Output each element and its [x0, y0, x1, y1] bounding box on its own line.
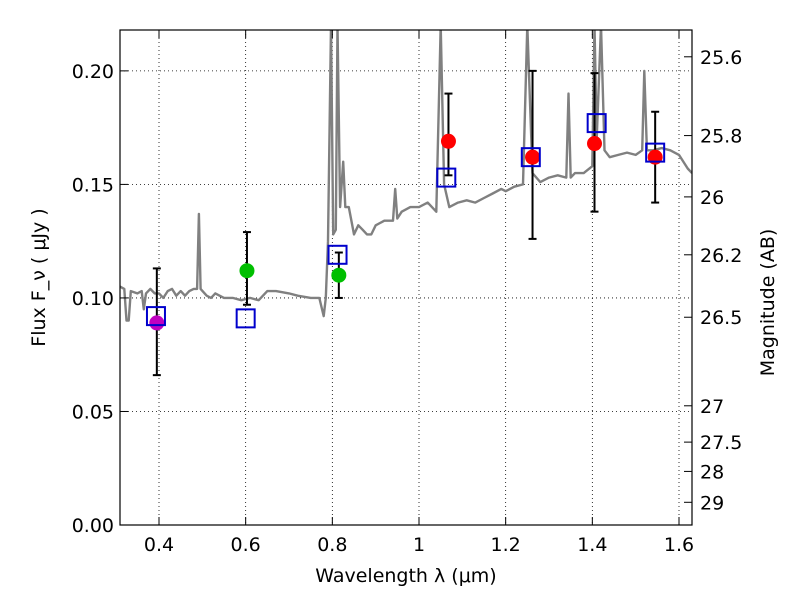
model-photometry-point [645, 142, 666, 163]
y-axis-label: Flux F_ν ( μJy ) [28, 208, 50, 346]
x-axis-label: Wavelength λ (μm) [315, 565, 496, 587]
x-tick-label: 1.6 [664, 534, 694, 556]
x-tick-label: 0.4 [144, 534, 174, 556]
tick-layer: 0.4 0.6 0.8 1 1.2 1.4 1.6 0.00 0.05 0.10 0.15 0.20 2… [72, 30, 742, 556]
x-tick-label: 0.8 [317, 534, 347, 556]
y-tick-label: 0.15 [72, 174, 114, 196]
y2-tick-label: 25.6 [700, 47, 742, 69]
model-photometry-point [520, 147, 541, 168]
x-tick-label: 0.6 [231, 534, 261, 556]
observed-red-point [525, 149, 541, 165]
model-photometry-point [327, 244, 348, 265]
y2-tick-label: 29 [700, 492, 724, 514]
y2-tick-label: 26.5 [700, 307, 742, 329]
y2-tick-label: 27.5 [700, 432, 742, 454]
x-tick-label: 1.2 [491, 534, 521, 556]
y-tick-label: 0.05 [72, 401, 114, 423]
observed-green-point [331, 267, 347, 283]
y2-tick-label: 27 [700, 396, 724, 418]
x-tick-label: 1 [413, 534, 425, 556]
y2-tick-label: 25.8 [700, 126, 742, 148]
observed-magenta-point [149, 315, 165, 331]
spectrum-layer [120, 30, 692, 322]
grid-layer [120, 30, 692, 526]
y-tick-label: 0.20 [72, 61, 114, 83]
y2-tick-label: 28 [700, 461, 724, 483]
model-photometry-point [436, 167, 457, 188]
model-photometry-point [145, 306, 166, 327]
y2-axis-label: Magnitude (AB) [757, 229, 779, 377]
observed-green-point [239, 263, 255, 279]
model-photometry-point [235, 308, 256, 329]
y-tick-label: 0.10 [72, 288, 114, 310]
y2-tick-label: 26 [700, 187, 724, 209]
x-tick-label: 1.4 [577, 534, 607, 556]
spectrum-line [120, 30, 692, 322]
y2-tick-label: 26.2 [700, 245, 742, 267]
observed-red-point [587, 136, 602, 152]
model-photometry-point [586, 113, 607, 134]
plot-frame [119, 29, 693, 526]
observed-red-point [440, 133, 456, 149]
y-tick-label: 0.00 [72, 515, 114, 537]
marker-layer [145, 113, 666, 331]
errorbar-layer [152, 69, 660, 377]
